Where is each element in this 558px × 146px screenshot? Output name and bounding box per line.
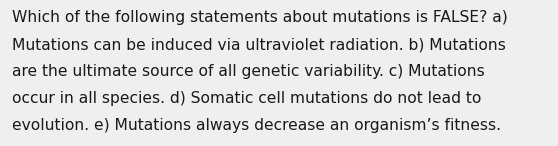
Text: Which of the following statements about mutations is FALSE? a): Which of the following statements about … [12, 10, 508, 25]
Text: evolution. e) Mutations always decrease an organism’s fitness.: evolution. e) Mutations always decrease … [12, 118, 501, 133]
Text: are the ultimate source of all genetic variability. c) Mutations: are the ultimate source of all genetic v… [12, 64, 485, 79]
Text: occur in all species. d) Somatic cell mutations do not lead to: occur in all species. d) Somatic cell mu… [12, 91, 482, 106]
Text: Mutations can be induced via ultraviolet radiation. b) Mutations: Mutations can be induced via ultraviolet… [12, 37, 506, 52]
